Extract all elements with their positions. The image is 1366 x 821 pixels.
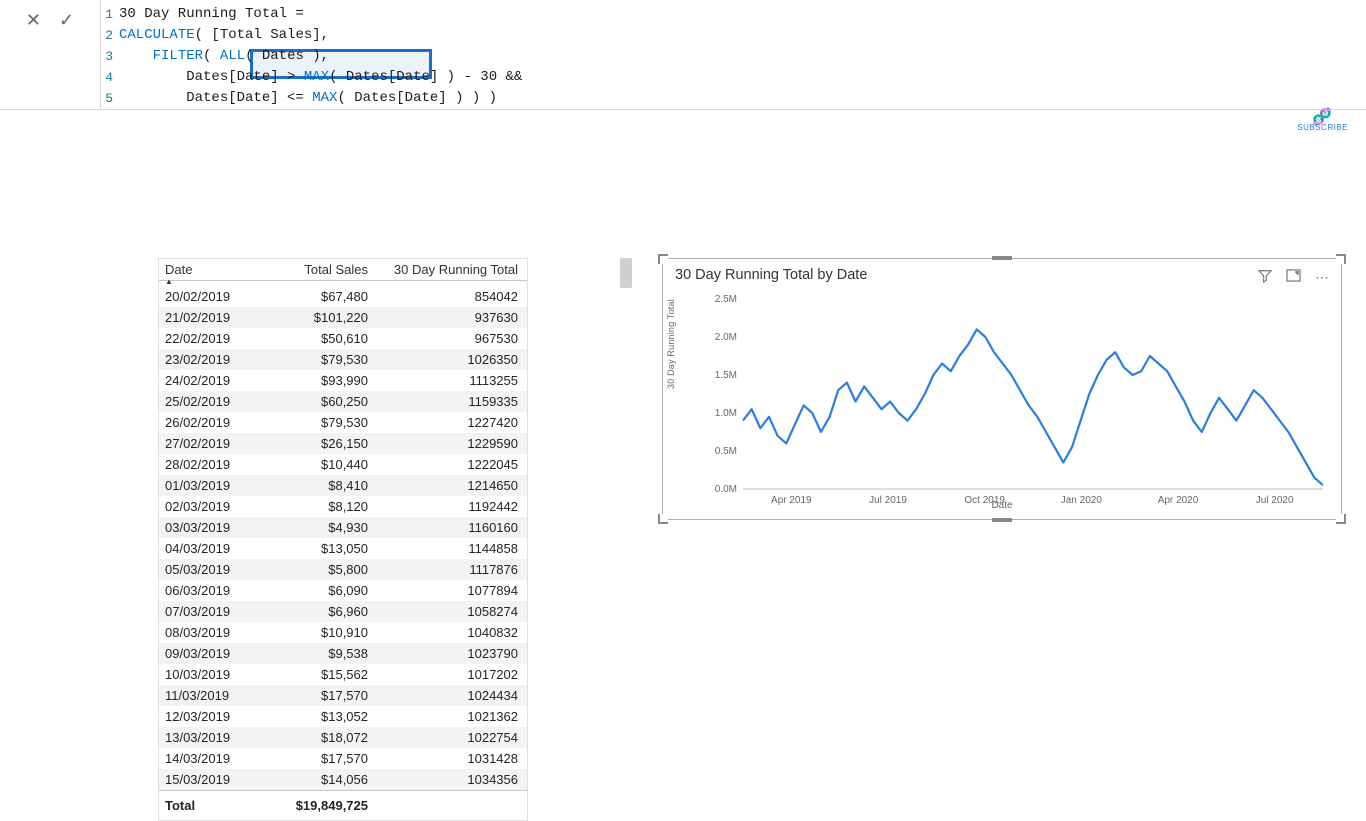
- watermark-label: SUBSCRIBE: [1297, 123, 1348, 132]
- chart-inner: 30 Day Running Total by Date ⋯ 30 Day Ru…: [669, 265, 1335, 513]
- watermark: 🧬 SUBSCRIBE: [1297, 113, 1348, 132]
- table-row[interactable]: 01/03/2019$8,4101214650: [159, 475, 527, 496]
- y-axis-label: 30 Day Running Total: [666, 299, 676, 389]
- col-header-running[interactable]: 30 Day Running Total: [374, 259, 524, 280]
- table-row[interactable]: 14/03/2019$17,5701031428: [159, 748, 527, 769]
- table-row[interactable]: 12/03/2019$13,0521021362: [159, 706, 527, 727]
- table-visual[interactable]: Date Total Sales 30 Day Running Total ▲ …: [158, 258, 528, 821]
- table-row[interactable]: 13/03/2019$18,0721022754: [159, 727, 527, 748]
- scroll-thumb[interactable]: [620, 258, 632, 288]
- table-row[interactable]: 10/03/2019$15,5621017202: [159, 664, 527, 685]
- focus-mode-icon[interactable]: [1286, 269, 1301, 286]
- table-row[interactable]: 02/03/2019$8,1201192442: [159, 496, 527, 517]
- table-row[interactable]: 05/03/2019$5,8001117876: [159, 559, 527, 580]
- selection-handle-icon[interactable]: [992, 256, 1012, 260]
- more-options-icon[interactable]: ⋯: [1315, 269, 1329, 286]
- table-row[interactable]: 24/02/2019$93,9901113255: [159, 370, 527, 391]
- selection-handle-icon[interactable]: [992, 518, 1012, 522]
- svg-text:Jan 2020: Jan 2020: [1061, 495, 1103, 506]
- table-row[interactable]: 28/02/2019$10,4401222045: [159, 454, 527, 475]
- chart-toolbar: ⋯: [1258, 269, 1329, 286]
- table-row[interactable]: 23/02/2019$79,5301026350: [159, 349, 527, 370]
- svg-text:Apr 2020: Apr 2020: [1158, 495, 1199, 506]
- svg-text:0.0M: 0.0M: [715, 484, 737, 495]
- formula-bar: ✕ ✓ 130 Day Running Total =2CALCULATE( […: [0, 0, 1366, 110]
- chart-title: 30 Day Running Total by Date: [669, 265, 1335, 285]
- table-row[interactable]: 26/02/2019$79,5301227420: [159, 412, 527, 433]
- total-label: Total: [159, 795, 244, 816]
- table-row[interactable]: 25/02/2019$60,2501159335: [159, 391, 527, 412]
- chart-visual[interactable]: 30 Day Running Total by Date ⋯ 30 Day Ru…: [662, 258, 1342, 520]
- table-row[interactable]: 15/03/2019$14,0561034356: [159, 769, 527, 790]
- svg-text:1.0M: 1.0M: [715, 408, 737, 419]
- svg-text:1.5M: 1.5M: [715, 370, 737, 381]
- filter-icon[interactable]: [1258, 269, 1272, 286]
- selection-handle-icon[interactable]: [658, 254, 668, 264]
- table-row[interactable]: 09/03/2019$9,5381023790: [159, 643, 527, 664]
- report-canvas: Date Total Sales 30 Day Running Total ▲ …: [0, 110, 1366, 140]
- table-body: 20/02/2019$67,48085404221/02/2019$101,22…: [159, 286, 527, 790]
- cancel-icon[interactable]: ✕: [26, 10, 41, 31]
- formula-editor[interactable]: 130 Day Running Total =2CALCULATE( [Tota…: [100, 0, 1366, 109]
- selection-handle-icon[interactable]: [658, 514, 668, 524]
- table-row[interactable]: 22/02/2019$50,610967530: [159, 328, 527, 349]
- table-row[interactable]: 08/03/2019$10,9101040832: [159, 622, 527, 643]
- table-row[interactable]: 21/02/2019$101,220937630: [159, 307, 527, 328]
- svg-text:2.5M: 2.5M: [715, 294, 737, 305]
- table-row[interactable]: 20/02/2019$67,480854042: [159, 286, 527, 307]
- sort-indicator-icon: ▲: [159, 277, 244, 286]
- svg-text:0.5M: 0.5M: [715, 446, 737, 457]
- table-row[interactable]: 06/03/2019$6,0901077894: [159, 580, 527, 601]
- selection-handle-icon[interactable]: [1336, 514, 1346, 524]
- svg-text:Jul 2019: Jul 2019: [869, 495, 907, 506]
- svg-text:Jul 2020: Jul 2020: [1256, 495, 1294, 506]
- chart-plot-area: 0.0M0.5M1.0M1.5M2.0M2.5MApr 2019Jul 2019…: [703, 293, 1325, 483]
- svg-text:2.0M: 2.0M: [715, 332, 737, 343]
- table-row[interactable]: 03/03/2019$4,9301160160: [159, 517, 527, 538]
- table-row[interactable]: 04/03/2019$13,0501144858: [159, 538, 527, 559]
- formula-actions: ✕ ✓: [0, 0, 100, 109]
- table-footer: Total $19,849,725: [159, 790, 527, 820]
- col-header-sales[interactable]: Total Sales: [244, 259, 374, 280]
- svg-text:Apr 2019: Apr 2019: [771, 495, 812, 506]
- scrollbar[interactable]: [620, 258, 632, 818]
- total-value: $19,849,725: [244, 795, 374, 816]
- selection-handle-icon[interactable]: [1336, 254, 1346, 264]
- dna-icon: 🧬: [1297, 113, 1348, 123]
- table-row[interactable]: 27/02/2019$26,1501229590: [159, 433, 527, 454]
- commit-icon[interactable]: ✓: [59, 10, 74, 31]
- table-row[interactable]: 07/03/2019$6,9601058274: [159, 601, 527, 622]
- x-axis-label: Date: [991, 500, 1012, 511]
- table-row[interactable]: 11/03/2019$17,5701024434: [159, 685, 527, 706]
